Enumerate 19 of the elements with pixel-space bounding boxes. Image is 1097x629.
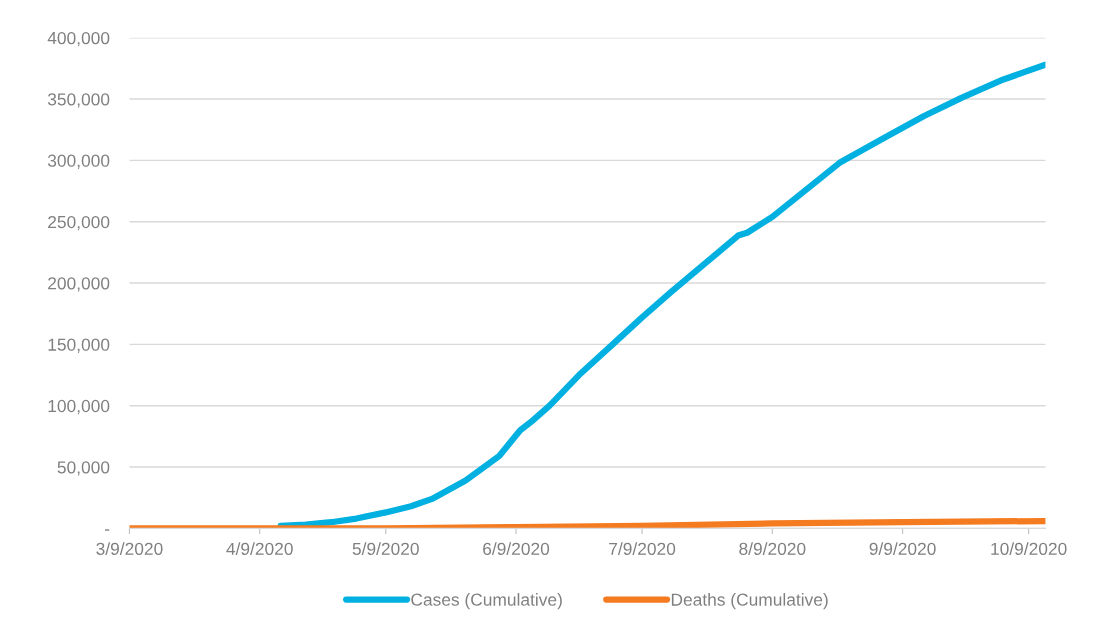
x-tick-label: 5/9/2020 <box>352 542 419 555</box>
y-tick-label: 200,000 <box>48 277 110 292</box>
y-tick-label: 300,000 <box>47 154 110 169</box>
x-tick-label: 7/9/2020 <box>609 542 676 555</box>
x-tick-label: 4/9/2020 <box>226 542 293 555</box>
y-tick-label: - <box>104 529 110 531</box>
y-tick-label: 100,000 <box>48 399 110 415</box>
x-tick-label: 10/9/2020 <box>991 542 1067 555</box>
y-tick-label: 150,000 <box>48 338 110 353</box>
legend-label: Cases (Cumulative) <box>411 593 562 610</box>
legend-label: Deaths (Cumulative) <box>671 593 828 610</box>
x-tick-label: 9/9/2020 <box>869 542 936 555</box>
y-tick-label: 50,000 <box>57 461 110 476</box>
x-tick-label: 6/9/2020 <box>483 542 550 555</box>
x-tick-label: 8/9/2020 <box>739 542 806 555</box>
x-tick-label: 3/9/2020 <box>96 542 163 555</box>
y-tick-label: 350,000 <box>47 93 110 108</box>
y-tick-label: 400,000 <box>47 31 110 47</box>
y-tick-label: 250,000 <box>48 215 110 231</box>
